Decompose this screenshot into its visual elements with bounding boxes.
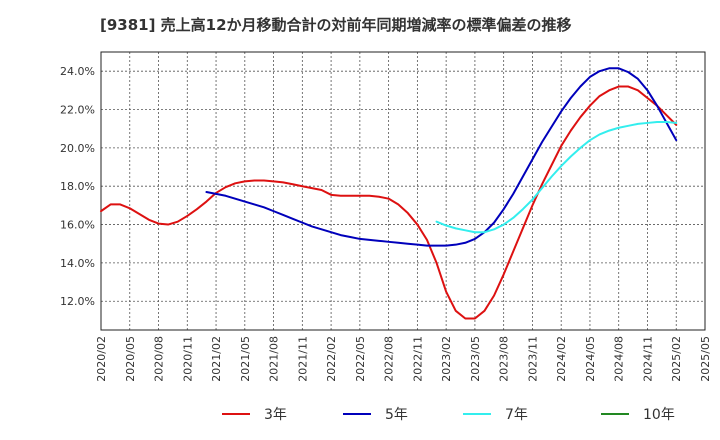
series-line-3 — [435, 120, 678, 234]
grid-layer — [101, 52, 705, 330]
y-tick-label: 12.0% — [60, 295, 95, 308]
x-tick-label: 2025/05 — [699, 336, 712, 382]
y-tick-labels: 12.0% 14.0% 16.0% 18.0% 20.0% 22.0% 24.0% — [60, 65, 95, 308]
x-tick-label: 2024/02 — [555, 336, 568, 382]
series-layer — [100, 67, 678, 320]
y-tick-label: 22.0% — [60, 104, 95, 117]
x-tick-label: 2022/11 — [411, 336, 424, 382]
x-tick-label: 2021/02 — [210, 336, 223, 382]
x-tick-label: 2024/11 — [641, 336, 654, 382]
x-tick-label: 2021/05 — [239, 336, 252, 382]
series-line-2 — [205, 67, 678, 247]
y-tick-label: 16.0% — [60, 219, 95, 232]
x-tick-label: 2023/11 — [526, 336, 539, 382]
plot-frame — [100, 51, 706, 331]
x-tick-label: 2024/05 — [584, 336, 597, 382]
x-tick-label: 2022/02 — [325, 336, 338, 382]
x-tick-label: 2020/08 — [153, 336, 166, 382]
x-tick-label: 2020/05 — [124, 336, 137, 382]
series-line-1 — [100, 85, 678, 320]
x-tick-labels: 2020/02 2020/05 2020/08 2020/11 2021/02 2021/… — [95, 336, 712, 382]
x-tick-label: 2023/08 — [498, 336, 511, 382]
x-tick-label: 2021/08 — [268, 336, 281, 382]
legend-label-3: 7年 — [505, 407, 528, 423]
legend: 3年 5年 7年 10年 — [222, 407, 675, 423]
legend-label-1: 3年 — [264, 407, 287, 423]
y-tick-label: 20.0% — [60, 142, 95, 155]
y-tick-label: 24.0% — [60, 65, 95, 78]
x-tick-label: 2025/02 — [670, 336, 683, 382]
y-tick-label: 14.0% — [60, 257, 95, 270]
x-tick-label: 2023/05 — [469, 336, 482, 382]
x-tick-label: 2022/05 — [354, 336, 367, 382]
x-tick-label: 2020/02 — [95, 336, 108, 382]
x-tick-label: 2022/08 — [383, 336, 396, 382]
legend-label-2: 5年 — [385, 407, 408, 423]
x-tick-label: 2023/02 — [440, 336, 453, 382]
x-tick-label: 2021/11 — [296, 336, 309, 382]
x-tick-label: 2020/11 — [181, 336, 194, 382]
x-tick-label: 2024/08 — [613, 336, 626, 382]
y-tick-label: 18.0% — [60, 180, 95, 193]
chart-title: [9381] 売上高12か月移動合計の対前年同期増減率の標準偏差の推移 — [100, 16, 572, 34]
legend-label-4: 10年 — [643, 407, 675, 423]
